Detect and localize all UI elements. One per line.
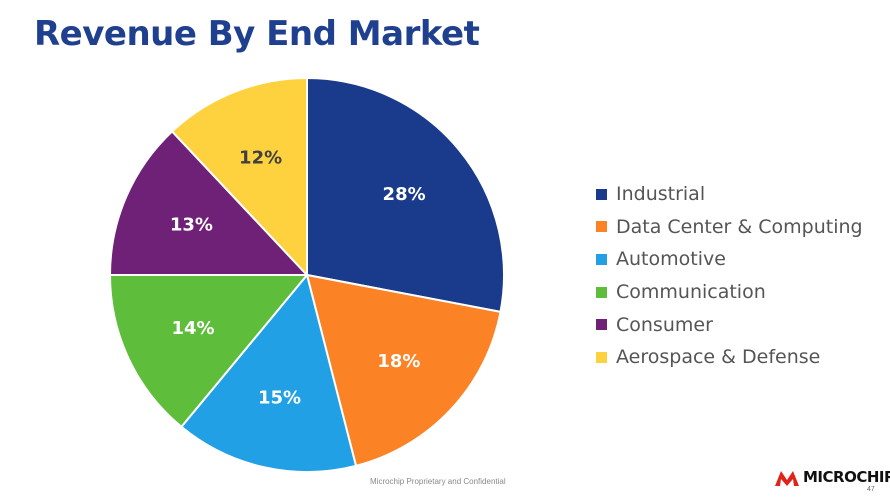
legend-label: Industrial: [616, 183, 706, 206]
pie-slice-2: [180, 274, 357, 473]
slice-label-5: 12%: [239, 147, 282, 168]
microchip-logo-icon: [775, 471, 799, 486]
legend-label: Communication: [616, 281, 766, 304]
legend-item: Aerospace & Defense: [596, 341, 863, 374]
slice-label-4: 13%: [170, 215, 213, 236]
legend-swatch: [596, 319, 607, 331]
legend-label: Data Center & Computing: [616, 215, 863, 238]
page-number: 47: [867, 486, 875, 493]
legend-label: Automotive: [616, 248, 726, 271]
slice-label-0: 28%: [383, 184, 426, 205]
chart-legend: Industrial Data Center & Computing Automot…: [596, 178, 863, 374]
legend-label: Aerospace & Defense: [616, 346, 821, 369]
slice-label-2: 15%: [258, 388, 301, 409]
legend-item: Data Center & Computing: [596, 211, 863, 244]
legend-item: Communication: [596, 276, 863, 309]
legend-item: Industrial: [596, 178, 863, 211]
legend-swatch: [596, 286, 607, 298]
pie-slice-4: [109, 130, 308, 276]
slice-label-1: 18%: [377, 351, 420, 372]
pie-slice-1: [306, 274, 502, 467]
microchip-logo: MICROCHIP: [774, 466, 890, 488]
legend-swatch: [596, 253, 607, 265]
slice-label-3: 14%: [171, 318, 214, 339]
legend-item: Consumer: [596, 308, 863, 341]
slide-title: Revenue By End Market: [34, 14, 480, 54]
pie-slice-0: [306, 77, 505, 313]
legend-item: Automotive: [596, 243, 863, 276]
pie-slice-5: [171, 77, 308, 276]
pie-slice-3: [109, 274, 308, 428]
legend-swatch: [596, 351, 607, 363]
logo-text: MICROCHIP: [803, 468, 890, 486]
footer-confidential: Microchip Proprietary and Confidential: [370, 477, 506, 486]
legend-label: Consumer: [616, 313, 713, 336]
legend-swatch: [596, 188, 607, 200]
legend-swatch: [596, 221, 607, 233]
